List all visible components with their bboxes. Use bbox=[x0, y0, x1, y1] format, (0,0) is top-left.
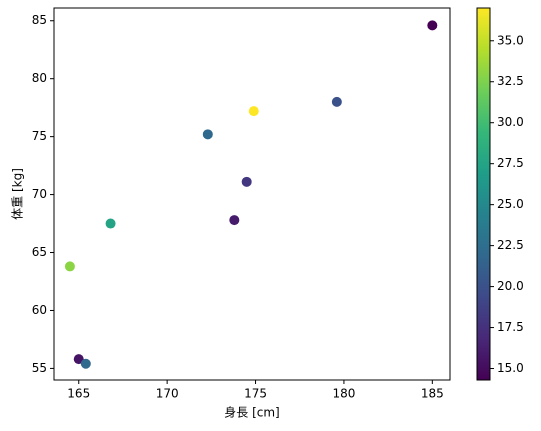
point bbox=[73, 354, 84, 365]
y-tick-label: 65 bbox=[32, 245, 47, 259]
x-axis-label: 身長 [cm] bbox=[224, 405, 279, 420]
y-axis-label: 体重 [kg] bbox=[11, 168, 25, 220]
colorbar-tick-label: 17.5 bbox=[497, 320, 524, 334]
x-tick-label: 165 bbox=[67, 387, 90, 401]
y-tick-label: 75 bbox=[32, 129, 47, 143]
colorbar-tick-label: 27.5 bbox=[497, 156, 524, 170]
x-tick-label: 185 bbox=[421, 387, 444, 401]
y-tick-label: 60 bbox=[32, 303, 47, 317]
point bbox=[331, 96, 342, 107]
y-tick-label: 70 bbox=[32, 187, 47, 201]
y-tick-label: 80 bbox=[32, 71, 47, 85]
point bbox=[202, 129, 213, 140]
colorbar-tick-label: 22.5 bbox=[497, 238, 524, 252]
x-tick-label: 170 bbox=[156, 387, 179, 401]
colorbar-tick-label: 32.5 bbox=[497, 74, 524, 88]
x-tick-label: 175 bbox=[244, 387, 267, 401]
colorbar-tick-label: 20.0 bbox=[497, 279, 524, 293]
plot-frame bbox=[53, 7, 451, 381]
point bbox=[105, 218, 116, 229]
point bbox=[248, 106, 259, 117]
colorbar-tick-label: 15.0 bbox=[497, 361, 524, 375]
point bbox=[241, 176, 252, 187]
point bbox=[80, 358, 91, 369]
point bbox=[229, 215, 240, 226]
colorbar-tick-label: 25.0 bbox=[497, 197, 524, 211]
colorbar-tick-label: 30.0 bbox=[497, 115, 524, 129]
point bbox=[427, 20, 438, 31]
x-tick-label: 180 bbox=[332, 387, 355, 401]
point bbox=[64, 261, 75, 272]
colorbar bbox=[476, 7, 491, 381]
y-tick-label: 85 bbox=[32, 13, 47, 27]
y-tick-label: 55 bbox=[32, 361, 47, 375]
colorbar-tick-label: 35.0 bbox=[497, 33, 524, 47]
